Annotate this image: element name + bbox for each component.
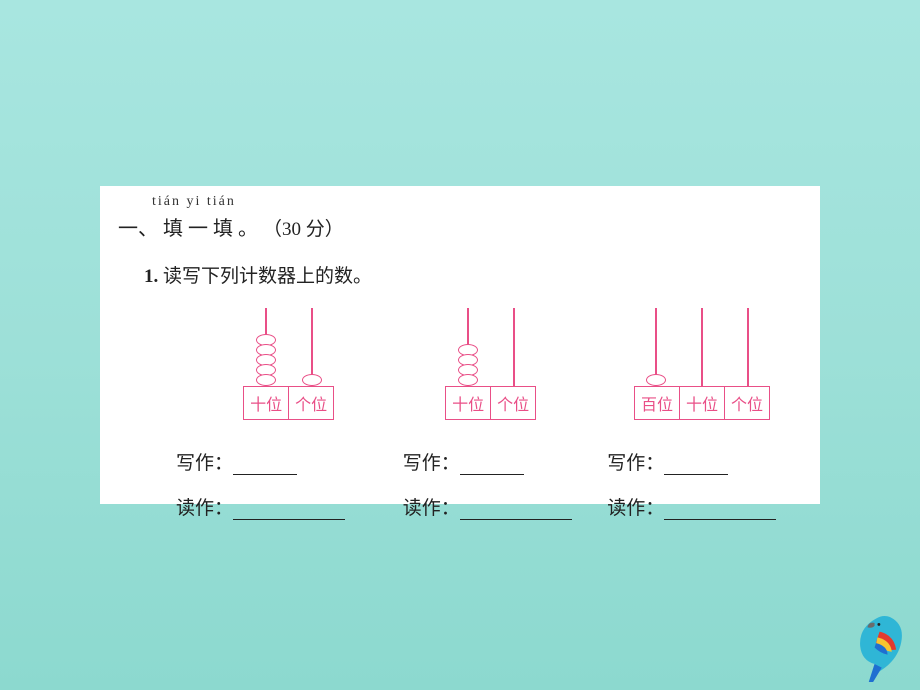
counter-2-tens-beads [458,346,478,386]
counter-3: 百位 十位 个位 [594,308,810,420]
counter-2-labelbox: 十位 个位 [445,386,536,420]
bead [458,374,478,386]
counter-2-rods [445,308,537,386]
counter-3-ones-rod [747,308,749,386]
read-label: 读作： [403,493,460,520]
counter-3-hundreds-rod [655,308,657,386]
counter-2-tens-rod [467,308,469,386]
counter-1-labelbox: 十位 个位 [243,386,334,420]
place-label-ones: 个位 [725,386,770,420]
read-blank-3[interactable] [664,500,776,520]
question-line: 1. 读写下列计数器上的数。 [144,261,810,288]
place-label-tens: 十位 [680,386,725,420]
read-row: 读作： 读作： 读作： [176,493,810,520]
read-blank-2[interactable] [460,500,572,520]
counter-3-hundreds-beads [646,376,666,386]
counter-3-rods [633,308,771,386]
section-points: （30 分） [263,219,344,240]
read-label: 读作： [176,493,233,520]
read-label: 读作： [607,493,664,520]
section-heading: 一、 填 一 填 。 （30 分） [118,212,810,241]
write-block-2: 写作： [403,448,608,475]
counter-1-ones-beads [302,376,322,386]
pinyin-text: tián yi tián [152,194,810,210]
write-label: 写作： [607,448,664,475]
counters-row: 十位 个位 十位 个位 [190,308,810,420]
write-block-3: 写作： [607,448,810,475]
counter-2-ones-rod [513,308,515,386]
read-block-3: 读作： [607,493,810,520]
place-label-hundreds: 百位 [634,386,680,420]
counter-2: 十位 个位 [387,308,594,420]
bead [646,374,666,386]
write-blank-3[interactable] [664,455,728,475]
write-label: 写作： [403,448,460,475]
counter-3-labelbox: 百位 十位 个位 [634,386,770,420]
counter-1-tens-rod [265,308,267,386]
counter-1-rods [243,308,335,386]
write-blank-2[interactable] [460,455,524,475]
place-label-tens: 十位 [445,386,491,420]
question-text: 读写下列计数器上的数。 [163,266,372,287]
place-label-tens: 十位 [243,386,289,420]
read-block-2: 读作： [403,493,608,520]
counter-3-tens-rod [701,308,703,386]
write-blank-1[interactable] [233,455,297,475]
question-number: 1. [144,266,158,287]
write-row: 写作： 写作： 写作： [176,448,810,475]
write-label: 写作： [176,448,233,475]
read-blank-1[interactable] [233,500,345,520]
place-label-ones: 个位 [491,386,536,420]
bead [256,374,276,386]
counter-1: 十位 个位 [190,308,387,420]
counter-1-ones-rod [311,308,313,386]
write-block-1: 写作： [176,448,403,475]
read-block-1: 读作： [176,493,403,520]
section-number: 一、 [118,218,158,240]
place-label-ones: 个位 [289,386,334,420]
parrot-icon [840,610,912,682]
bead [302,374,322,386]
section-title-text: 填 一 填 。 [163,218,258,240]
counter-1-tens-beads [256,336,276,386]
worksheet-panel: tián yi tián 一、 填 一 填 。 （30 分） 1. 读写下列计数… [100,186,820,504]
